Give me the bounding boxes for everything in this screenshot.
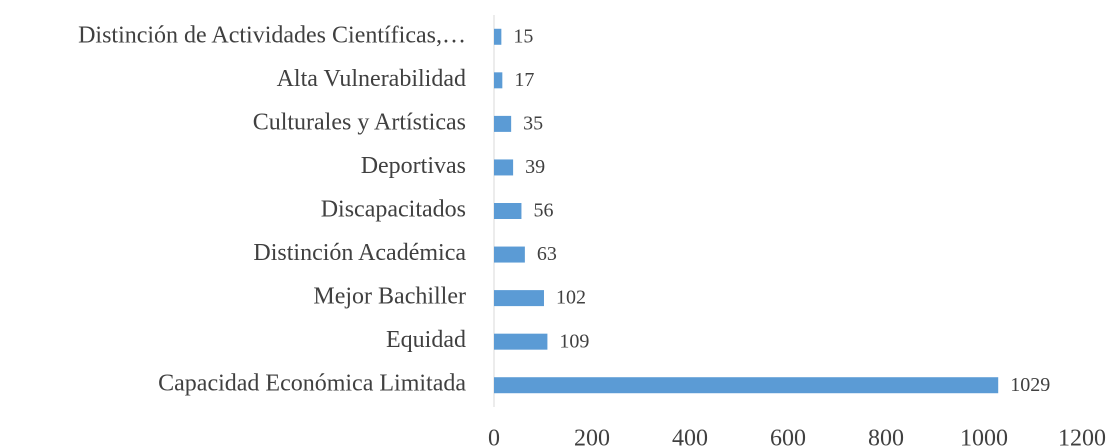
y-tick-label: Discapacitados [321,197,466,223]
data-label: 63 [537,243,557,265]
y-tick-label: Equidad [386,327,466,353]
bar [494,290,544,307]
y-tick-label: Capacidad Económica Limitada [158,371,466,397]
data-label: 15 [513,25,533,47]
y-tick-label: Culturales y Artísticas [253,109,466,135]
data-label: 102 [556,287,586,309]
x-tick-label: 1200 [1058,426,1106,448]
bar [494,28,502,45]
data-label: 109 [559,330,589,352]
data-label: 17 [514,69,534,91]
x-tick-label: 400 [672,426,708,448]
y-tick-label: Mejor Bachiller [313,284,466,310]
data-label: 1029 [1010,374,1050,396]
y-tick-label: Distinción de Actividades Científicas,… [78,22,466,48]
bar [494,115,512,132]
bar [494,377,999,394]
x-tick-label: 200 [574,426,610,448]
data-label: 56 [533,200,553,222]
x-tick-label: 0 [488,426,500,448]
data-label: 35 [523,112,543,134]
x-tick-label: 800 [868,426,904,448]
bar [494,72,503,89]
x-tick-label: 600 [770,426,806,448]
data-label: 39 [525,156,545,178]
y-tick-label: Distinción Académica [253,240,466,266]
bar [494,333,548,350]
x-tick-label: 1000 [960,426,1008,448]
bar [494,159,514,176]
bar [494,246,525,263]
y-tick-label: Deportivas [361,153,466,179]
y-tick-label: Alta Vulnerabilidad [277,66,466,92]
bar [494,203,522,219]
